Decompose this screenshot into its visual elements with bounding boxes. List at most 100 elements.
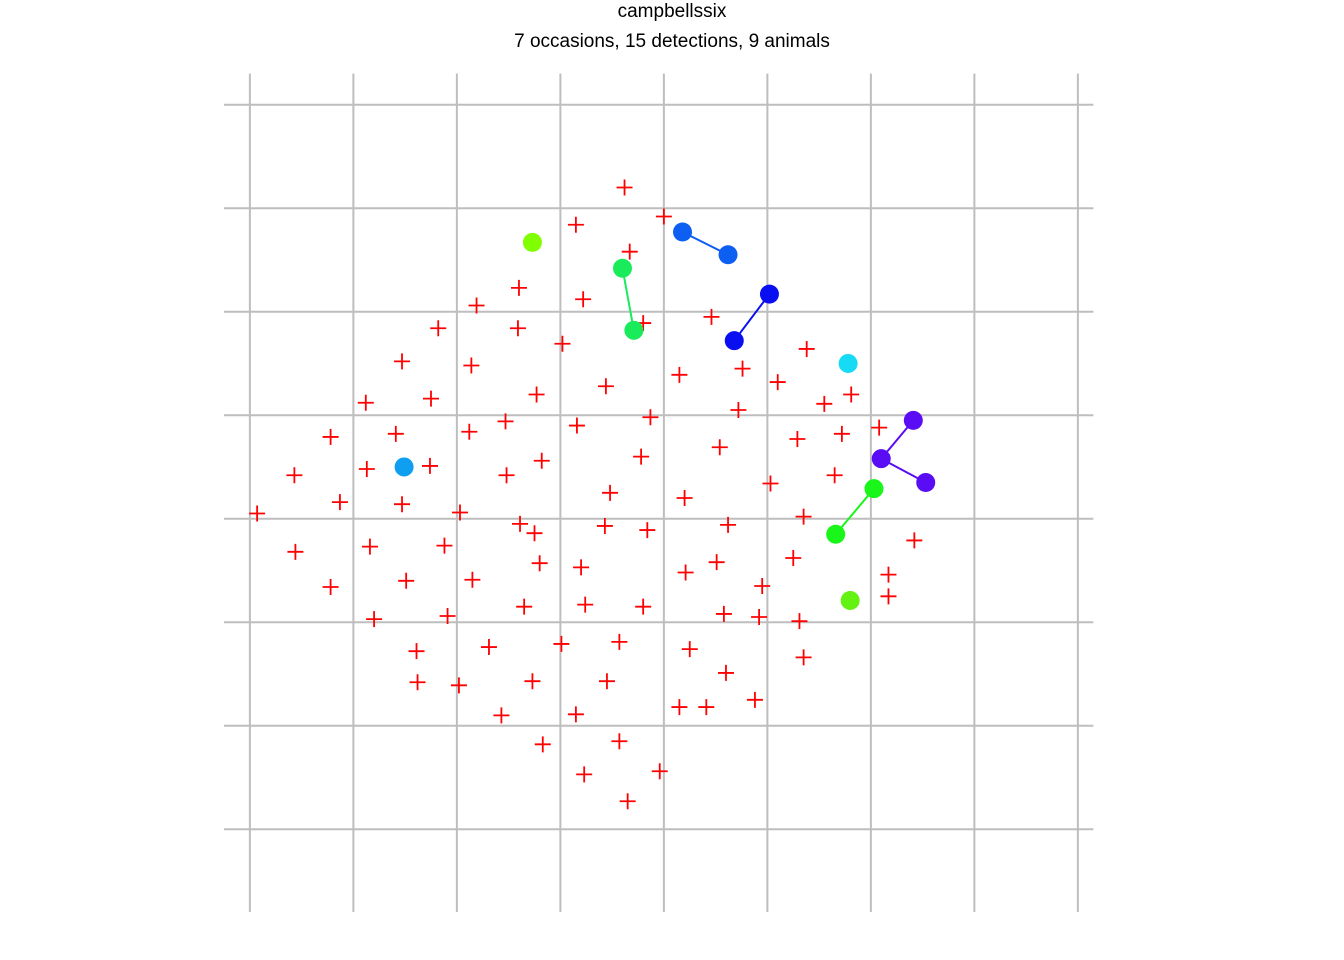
movement-path xyxy=(621,268,635,331)
trap-marker xyxy=(531,555,548,572)
detection-layer xyxy=(394,222,936,610)
trap-marker xyxy=(671,366,688,383)
trap-marker xyxy=(880,566,897,583)
trap-marker xyxy=(394,496,411,513)
trap-marker xyxy=(676,490,693,506)
trap-marker xyxy=(287,543,304,560)
movement-path xyxy=(733,293,771,342)
trap-marker xyxy=(423,390,439,407)
trap-marker xyxy=(463,357,480,374)
trap-marker xyxy=(871,419,888,436)
trap-marker xyxy=(791,613,808,630)
detection-point xyxy=(624,320,644,340)
trap-marker xyxy=(509,320,526,337)
detection-point xyxy=(903,410,923,430)
trap-layer xyxy=(249,179,923,810)
trap-marker xyxy=(249,505,266,522)
trap-marker xyxy=(577,596,594,613)
trap-marker xyxy=(734,360,751,377)
trap-marker xyxy=(795,508,812,525)
detection-point xyxy=(724,331,744,351)
grid xyxy=(224,73,1094,912)
trap-marker xyxy=(533,452,550,469)
trap-marker xyxy=(754,577,771,594)
trap-marker xyxy=(681,641,698,658)
trap-marker xyxy=(387,425,404,442)
trap-marker xyxy=(642,409,659,426)
trap-marker xyxy=(698,699,715,716)
trap-marker xyxy=(906,532,923,549)
trap-marker xyxy=(633,448,650,465)
trap-marker xyxy=(510,279,527,296)
trap-marker xyxy=(480,639,497,656)
detection-point xyxy=(871,449,891,469)
trap-marker xyxy=(461,423,478,440)
trap-marker xyxy=(651,763,668,780)
trap-marker xyxy=(785,550,802,567)
trap-marker xyxy=(361,538,378,555)
movement-path xyxy=(879,419,927,484)
trap-marker xyxy=(331,494,348,511)
trap-marker xyxy=(498,467,515,484)
trap-marker xyxy=(798,340,815,357)
trap-marker xyxy=(421,457,438,474)
trap-marker xyxy=(322,579,339,596)
trap-marker xyxy=(534,736,551,753)
trap-marker xyxy=(567,216,584,233)
detection-point xyxy=(718,245,738,265)
trap-marker xyxy=(746,691,763,708)
trap-marker xyxy=(439,607,456,624)
trap-marker xyxy=(826,467,843,484)
trap-marker xyxy=(394,353,411,370)
trap-marker xyxy=(611,633,628,650)
trap-marker xyxy=(554,335,571,352)
detection-point xyxy=(840,590,860,610)
trap-marker xyxy=(358,461,375,478)
trap-marker xyxy=(596,517,613,534)
detection-point xyxy=(612,258,632,278)
trap-marker xyxy=(598,673,615,690)
detection-point xyxy=(826,524,846,544)
trap-marker xyxy=(451,504,468,521)
trap-marker xyxy=(553,635,570,652)
trap-marker xyxy=(497,413,514,430)
trap-marker xyxy=(708,554,725,571)
detection-point xyxy=(916,472,936,492)
trap-marker xyxy=(639,522,656,539)
trap-marker xyxy=(703,308,720,325)
plot-subtitle: 7 occasions, 15 detections, 9 animals xyxy=(514,31,830,52)
trap-marker xyxy=(751,609,768,626)
plot-title: campbellssix xyxy=(617,1,727,22)
detection-point xyxy=(864,479,884,499)
trap-marker xyxy=(322,428,339,445)
trap-marker xyxy=(576,766,593,783)
trap-marker xyxy=(524,673,541,690)
detection-point xyxy=(673,222,693,242)
detection-point xyxy=(838,353,858,373)
trap-marker xyxy=(573,559,590,576)
detection-point xyxy=(759,284,779,304)
trap-marker xyxy=(833,425,850,442)
trap-marker xyxy=(528,386,545,403)
trap-marker xyxy=(621,243,638,260)
trap-marker xyxy=(602,484,619,501)
trap-marker xyxy=(635,598,652,615)
trap-marker xyxy=(769,374,786,391)
detection-point xyxy=(522,232,542,252)
trap-marker xyxy=(468,297,485,314)
movement-path xyxy=(834,488,875,535)
trap-marker xyxy=(450,677,467,694)
trap-marker xyxy=(720,516,737,533)
trap-marker xyxy=(711,439,728,456)
trap-marker xyxy=(597,378,614,395)
trap-marker xyxy=(730,402,747,419)
trap-marker xyxy=(715,605,732,622)
trap-marker xyxy=(611,733,628,750)
trap-marker xyxy=(843,386,860,403)
trap-marker xyxy=(409,674,426,691)
trap-marker xyxy=(436,537,453,554)
trap-marker xyxy=(512,515,529,532)
trap-marker xyxy=(795,649,812,666)
trap-marker xyxy=(575,291,592,308)
